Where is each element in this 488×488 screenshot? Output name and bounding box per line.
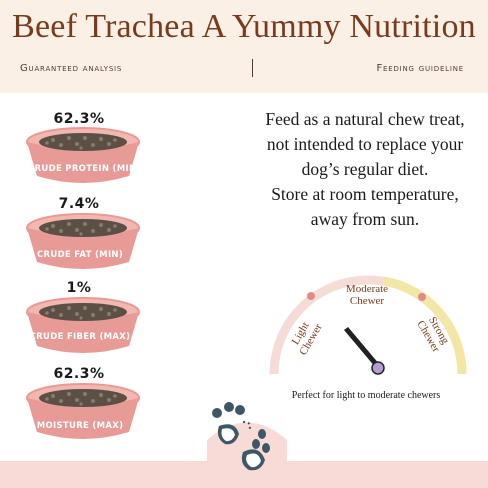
feeding-guideline-text: Feed as a natural chew treat, not intend… bbox=[250, 107, 480, 232]
page-title: Beef Trachea A Yummy Nutrition bbox=[12, 8, 476, 45]
gauge-label-middle-2: Chewer bbox=[350, 295, 385, 307]
gauge-caption: Perfect for light to moderate chewers bbox=[291, 390, 441, 401]
header-divider bbox=[252, 59, 253, 77]
bowl-icon bbox=[26, 127, 140, 184]
feeding-line: dog’s regular diet. bbox=[301, 159, 429, 179]
moisture-label: MOISTURE (MAX) bbox=[36, 421, 124, 431]
gauge-hub bbox=[371, 361, 385, 375]
fiber-value: 1% bbox=[66, 280, 92, 296]
gauge-needle bbox=[344, 327, 380, 368]
feeding-guideline-heading: Feeding guideline bbox=[376, 63, 464, 74]
fat-value: 7.4% bbox=[58, 196, 100, 212]
gauge-arc-right bbox=[383, 276, 467, 375]
header-band: Beef Trachea A Yummy Nutrition Guarantee… bbox=[0, 0, 488, 93]
chewer-gauge: Light Chewer Moderate Chewer Strong Chew… bbox=[269, 275, 467, 375]
paw-print-icon bbox=[207, 402, 287, 488]
gauge-dot-right bbox=[418, 293, 426, 301]
fiber-label: CRUDE FIBER (MAX) bbox=[29, 332, 131, 342]
guaranteed-analysis-heading: Guaranteed analysis bbox=[20, 63, 123, 74]
gauge-dot-left bbox=[307, 292, 315, 300]
feeding-line: not intended to replace your bbox=[266, 134, 464, 154]
moisture-value: 62.3% bbox=[53, 366, 105, 382]
bowl-icon bbox=[26, 383, 140, 440]
protein-label: CRUDE PROTEIN (MIN) bbox=[28, 164, 141, 174]
feeding-line: Feed as a natural chew treat, bbox=[265, 109, 465, 129]
feeding-line: Store at room temperature, bbox=[271, 184, 459, 204]
gauge-label-middle-1: Moderate bbox=[346, 283, 388, 295]
bowl-icon bbox=[26, 213, 140, 270]
bowl-icon bbox=[26, 297, 140, 354]
fat-label: CRUDE FAT (MIN) bbox=[36, 250, 124, 260]
protein-value: 62.3% bbox=[53, 111, 105, 127]
feeding-line: away from sun. bbox=[310, 209, 420, 229]
